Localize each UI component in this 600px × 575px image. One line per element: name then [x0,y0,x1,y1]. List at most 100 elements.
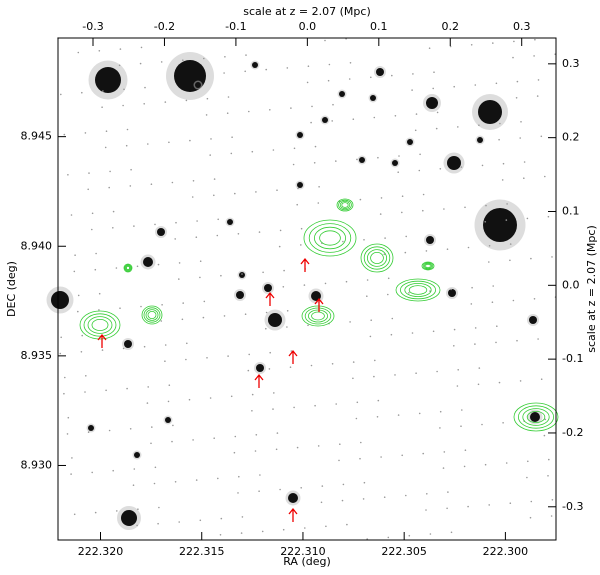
arrow [314,297,324,312]
noise [383,253,386,256]
noise [492,42,494,44]
contour [336,198,354,212]
y2-tick-label: 0.2 [562,131,580,144]
noise [213,178,216,180]
noise [374,359,376,362]
noise [60,336,62,339]
noise [140,46,143,49]
noise [88,172,90,174]
noise [401,454,404,457]
noise [411,332,414,334]
noise [206,357,208,359]
source [95,67,121,93]
noise [307,65,310,67]
noise [154,223,156,226]
x-tick-label: 222.320 [78,545,124,558]
noise [464,206,466,209]
noise [98,309,100,311]
arrow [288,349,298,364]
x-axis-label: RA (deg) [283,555,331,568]
noise [537,79,540,81]
noise [123,88,125,91]
noise [370,319,373,322]
x-tick-label: 222.315 [179,545,225,558]
noise [419,153,421,156]
noise [282,286,285,288]
noise [544,418,547,421]
source [143,257,153,267]
noise [327,79,330,82]
noise [206,97,209,100]
source [264,284,272,292]
noise [258,490,260,493]
noise [248,353,250,356]
noise [442,467,445,469]
source [288,493,298,503]
noise [237,492,239,494]
noise [306,81,309,84]
noise [439,168,442,170]
noise [87,188,89,191]
noise [408,534,411,537]
noise [373,375,375,378]
contour [143,307,161,323]
noise [186,342,188,345]
noise [335,160,337,162]
noise [377,399,380,402]
noise [520,121,522,123]
noise [477,383,480,386]
noise [356,401,359,404]
noise [262,271,264,274]
noise [425,250,428,252]
contour [518,405,555,429]
noise [70,473,72,475]
noise [515,97,518,99]
source [530,412,540,422]
noise [460,166,463,168]
source [297,132,303,138]
x2-axis-label: scale at z = 2.07 (Mpc) [243,5,370,18]
noise [317,202,320,204]
noise [105,130,108,132]
noise [379,213,382,215]
y-tick-label: 8.945 [21,130,53,143]
noise [474,327,477,329]
noise [95,252,97,255]
noise [501,179,504,181]
noise [122,347,125,350]
noise [150,442,152,445]
contour [301,305,335,327]
noise [293,147,296,150]
noise [429,533,432,535]
noise [268,368,271,370]
noise [119,307,121,310]
noise [363,239,365,241]
noise [171,181,174,184]
noise [195,479,198,481]
noise [537,338,539,340]
source [339,91,345,97]
contour [304,307,332,325]
noise [269,351,272,354]
noise [425,509,427,511]
source [447,156,461,170]
noise [286,310,289,312]
noise [112,210,115,213]
x-tick-label: 222.300 [483,545,529,558]
noise [171,440,173,443]
noise [526,476,528,479]
noise [505,219,508,221]
noise [272,408,274,410]
source [426,97,438,109]
contour [147,310,157,319]
noise [199,519,202,522]
noise [478,124,480,126]
noise [447,491,449,493]
source [134,452,140,458]
noise [126,128,129,131]
contour [422,262,434,270]
noise [485,204,487,207]
noise [488,245,491,247]
source [252,62,258,68]
noise [356,158,358,161]
